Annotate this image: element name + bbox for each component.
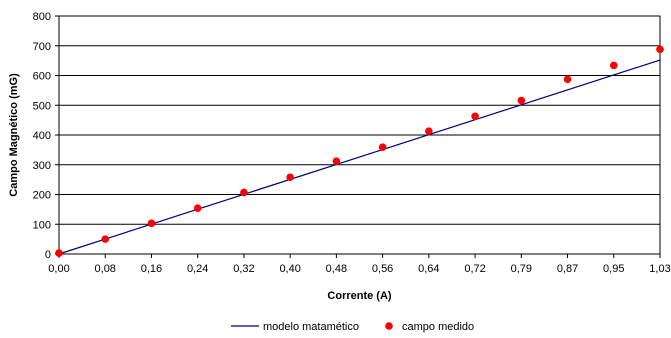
y-tick-label: 400 [33,130,51,142]
data-point [378,143,387,151]
data-point [563,75,572,84]
series-line [58,59,661,255]
data-point [656,45,664,54]
x-tick-label: 0,87 [557,263,578,275]
x-axis: 0,00 0,08 0,16 0,24 0,32 0,40 0,48 0,56 0,64 0,72… [48,254,671,275]
data-point [286,173,294,182]
x-axis-title: Corrente (A) [327,290,392,302]
x-tick-label: 0,48 [326,263,347,275]
y-axis: 0 100 200 300 400 500 600 700 800 [33,11,59,261]
series-layer [55,45,664,257]
legend: modelo matamético campo medido [231,321,474,333]
x-tick-label: 0,16 [141,263,162,275]
y-tick-label: 800 [33,11,51,23]
x-tick-label: 0,64 [418,263,439,275]
data-point [240,188,248,197]
data-point [609,61,618,70]
x-tick-label: 0,08 [95,263,116,275]
y-axis-title: Campo Magnético (mG) [8,73,20,197]
data-point [193,204,202,212]
x-tick-label: 0,00 [48,263,69,275]
y-tick-label: 0 [45,249,51,261]
data-point [471,112,479,121]
y-tick-label: 600 [33,71,51,83]
y-tick-label: 200 [33,190,51,202]
data-point [101,235,110,243]
x-tick-label: 0,40 [279,263,300,275]
data-point [517,96,526,105]
y-tick-label: 500 [33,100,51,112]
data-point [147,219,156,228]
x-tick-label: 0,32 [233,263,254,275]
legend-label: campo medido [402,321,474,333]
x-tick-label: 1,03 [649,263,670,275]
data-point [55,249,63,257]
y-tick-label: 300 [33,160,51,172]
y-tick-label: 100 [33,219,51,231]
x-tick-label: 0,56 [372,263,393,275]
grid [59,45,660,225]
legend-point-swatch [385,322,393,330]
x-tick-label: 0,79 [511,263,532,275]
legend-label: modelo matamético [263,321,359,333]
data-point [332,157,341,165]
x-tick-label: 0,72 [464,263,485,275]
x-tick-label: 0,95 [603,263,624,275]
data-point [425,127,433,135]
y-tick-label: 700 [33,41,51,53]
x-tick-label: 0,24 [187,263,208,275]
